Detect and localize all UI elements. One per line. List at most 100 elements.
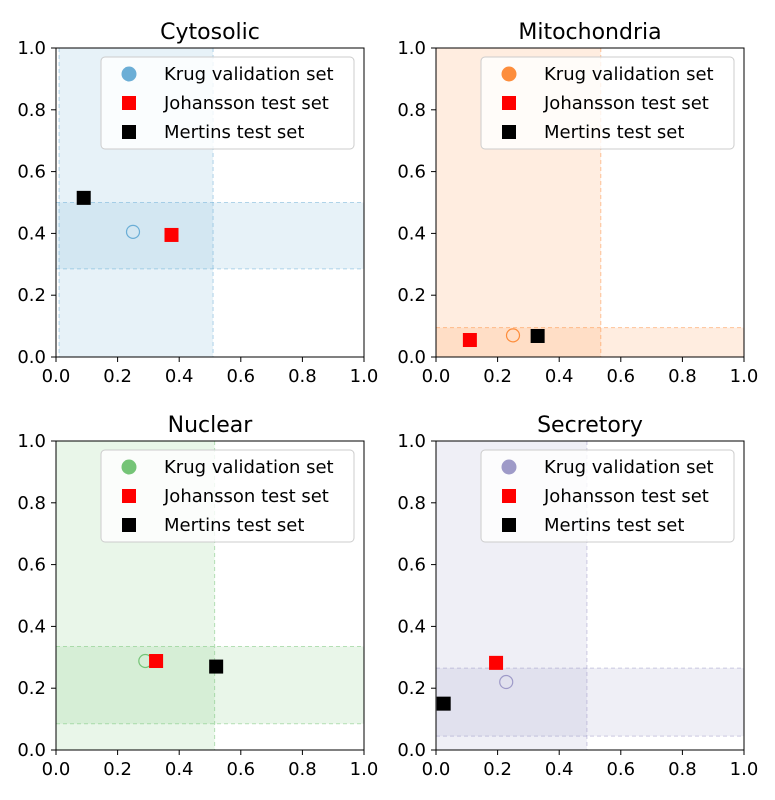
panel-cytosolic: 0.0 0.2 0.4 0.6 0.8 1.0 0.0 0.2 0.4 0.6 0.8 1.0 Cyto… [17, 20, 378, 387]
legend-marker [122, 125, 136, 139]
data-point-krug-validation-set [499, 674, 514, 690]
y-tick-label: 0.6 [397, 555, 426, 576]
axes-frame [55, 440, 365, 751]
x-tick-label: 0.8 [668, 759, 697, 780]
legend-marker [121, 66, 137, 82]
x-tick-label: 0.2 [103, 759, 132, 780]
y-tick-label: 1.0 [397, 431, 426, 452]
legend: Krug validation set Johansson test set Mer… [100, 56, 355, 150]
legend-label: Krug validation set [544, 64, 714, 85]
legend-marker [502, 518, 516, 532]
x-tick-label: 0.4 [165, 759, 194, 780]
legend-label: Krug validation set [544, 457, 714, 478]
x-tick-label: 0.0 [42, 759, 71, 780]
data-point-johansson-test-set [489, 655, 504, 670]
x-tick-label: 0.8 [288, 366, 317, 387]
data-point-mertins-test-set [209, 659, 224, 674]
x-tick-label: 0.0 [422, 366, 451, 387]
legend-label: Johansson test set [543, 93, 709, 114]
legend-label: Krug validation set [164, 457, 334, 478]
legend-box [100, 56, 355, 150]
data-point-krug-validation-set [505, 328, 521, 343]
legend: Krug validation set Johansson test set Mer… [480, 56, 735, 150]
x-tick-label: 0.2 [483, 366, 512, 387]
y-tick-label: 0.2 [397, 678, 426, 699]
legend: Krug validation set Johansson test set Mer… [480, 449, 735, 543]
x-tick-label: 1.0 [730, 759, 759, 780]
panel-secretory: 0.0 0.2 0.4 0.6 0.8 1.0 0.0 0.2 0.4 0.6 0.8 1.0 Secr… [397, 413, 758, 780]
x-tick-label: 0.0 [42, 366, 71, 387]
panel-title: Cytosolic [160, 20, 260, 45]
y-tick-label: 0.6 [17, 555, 46, 576]
panel-title: Mitochondria [518, 20, 661, 45]
y-range-band [436, 668, 744, 737]
axes-frame [55, 47, 365, 358]
legend-marker [501, 66, 517, 82]
y-tick-label: 0.8 [397, 493, 426, 514]
axes-frame [435, 440, 745, 751]
y-range-band [436, 327, 744, 357]
data-point-mertins-test-set [76, 190, 91, 205]
x-tick-label: 0.2 [103, 366, 132, 387]
x-tick-label: 0.6 [606, 366, 635, 387]
y-tick-label: 0.0 [397, 347, 426, 368]
y-tick-label: 0.4 [17, 223, 46, 244]
legend-marker [502, 125, 516, 139]
y-tick-label: 0.8 [17, 100, 46, 121]
y-tick-label: 0.0 [397, 740, 426, 761]
legend-label: Mertins test set [164, 515, 304, 536]
y-tick-label: 0.6 [17, 162, 46, 183]
legend-label: Johansson test set [163, 486, 329, 507]
y-tick-label: 0.8 [17, 493, 46, 514]
x-tick-label: 0.6 [226, 759, 255, 780]
legend-label: Johansson test set [163, 93, 329, 114]
x-tick-label: 0.2 [483, 759, 512, 780]
data-point-mertins-test-set [530, 328, 545, 343]
x-tick-label: 0.0 [422, 759, 451, 780]
legend-box [480, 449, 735, 543]
legend-marker [122, 96, 136, 110]
legend-label: Mertins test set [544, 515, 684, 536]
x-tick-label: 0.4 [165, 366, 194, 387]
y-tick-label: 1.0 [17, 38, 46, 59]
y-tick-label: 0.0 [17, 347, 46, 368]
y-range-band [56, 202, 364, 269]
panel-title: Secretory [537, 413, 643, 438]
data-point-johansson-test-set [164, 227, 179, 242]
y-tick-label: 0.2 [17, 285, 46, 306]
panel-title: Nuclear [168, 413, 254, 438]
y-tick-label: 0.4 [17, 616, 46, 637]
panel-mitochondria: 0.0 0.2 0.4 0.6 0.8 1.0 0.0 0.2 0.4 0.6 0.8 1.0 Mito… [397, 20, 758, 387]
data-point-krug-validation-set [125, 224, 141, 239]
legend-label: Mertins test set [164, 122, 304, 143]
legend-marker [122, 518, 136, 532]
y-tick-label: 1.0 [397, 38, 426, 59]
legend-marker [502, 489, 516, 503]
data-point-johansson-test-set [149, 654, 164, 669]
legend-marker [501, 459, 517, 475]
x-tick-label: 0.6 [606, 759, 635, 780]
legend-marker [121, 459, 137, 475]
legend-label: Johansson test set [543, 486, 709, 507]
y-tick-label: 0.6 [397, 162, 426, 183]
x-tick-label: 0.4 [545, 759, 574, 780]
legend-marker [502, 96, 516, 110]
data-point-mertins-test-set [436, 696, 451, 711]
legend-label: Mertins test set [544, 122, 684, 143]
x-tick-label: 1.0 [730, 366, 759, 387]
y-tick-label: 0.4 [397, 616, 426, 637]
legend-label: Krug validation set [164, 64, 334, 85]
y-tick-label: 0.2 [17, 678, 46, 699]
y-tick-label: 0.0 [17, 740, 46, 761]
y-tick-label: 0.2 [397, 285, 426, 306]
x-tick-label: 0.8 [668, 366, 697, 387]
data-point-johansson-test-set [462, 333, 477, 348]
legend: Krug validation set Johansson test set Mer… [100, 449, 355, 543]
x-tick-label: 1.0 [350, 759, 379, 780]
legend-marker [122, 489, 136, 503]
axes-frame [435, 47, 745, 358]
y-tick-label: 1.0 [17, 431, 46, 452]
y-tick-label: 0.4 [397, 223, 426, 244]
x-tick-label: 0.8 [288, 759, 317, 780]
